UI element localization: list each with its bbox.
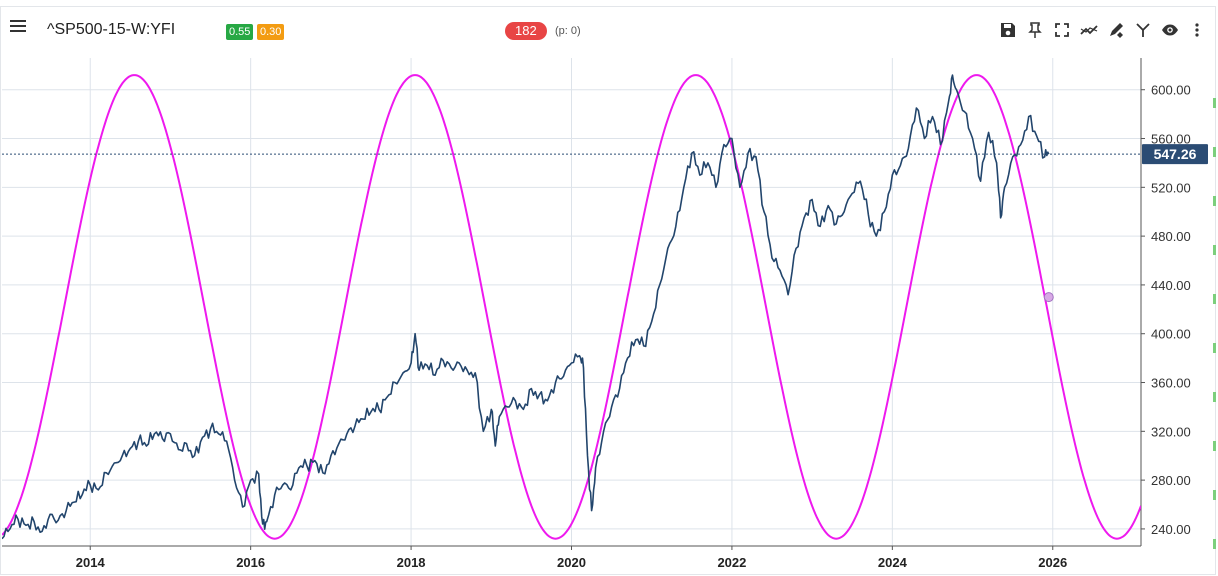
fork-icon[interactable]	[1134, 21, 1152, 39]
y-tick-label: 480.00	[1151, 229, 1191, 244]
chart-frame	[0, 6, 1216, 575]
right-edge-tick	[1213, 539, 1216, 549]
x-tick-label: 2026	[1038, 555, 1067, 570]
y-tick-label: 520.00	[1151, 180, 1191, 195]
p-info: (p: 0)	[555, 25, 581, 37]
right-edge-tick	[1213, 245, 1216, 255]
badge-green: 0.55	[226, 24, 254, 40]
y-tick-label: 400.00	[1151, 327, 1191, 342]
right-edge-tick	[1213, 196, 1216, 206]
last-price-label: 547.26	[1154, 146, 1197, 162]
price-series-line	[2, 74, 1050, 540]
x-tick-label: 2016	[236, 555, 265, 570]
x-tick-label: 2018	[397, 555, 426, 570]
y-tick-label: 440.00	[1151, 278, 1191, 293]
trendline-icon[interactable]	[1080, 21, 1098, 39]
more-vertical-icon[interactable]	[1188, 21, 1206, 39]
save-icon[interactable]	[999, 21, 1017, 39]
fullscreen-icon[interactable]	[1053, 21, 1071, 39]
toolbar	[999, 21, 1206, 39]
y-tick-label: 600.00	[1151, 83, 1191, 98]
hamburger-menu-icon[interactable]	[10, 20, 26, 34]
y-tick-label: 320.00	[1151, 424, 1191, 439]
right-edge-tick	[1213, 490, 1216, 500]
x-tick-label: 2022	[717, 555, 746, 570]
x-tick-label: 2014	[76, 555, 106, 570]
right-edge-tick	[1213, 343, 1216, 353]
right-edge-tick	[1213, 392, 1216, 402]
last-price-label-bg	[1142, 144, 1208, 165]
x-tick-label: 2020	[557, 555, 586, 570]
badge-orange: 0.30	[257, 24, 285, 40]
cycle-marker	[1043, 292, 1054, 303]
symbol-title: ^SP500-15-W:YFI	[47, 21, 176, 38]
draw-icon[interactable]	[1107, 21, 1125, 39]
cycle-series-line	[2, 74, 1141, 540]
y-tick-label: 560.00	[1151, 132, 1191, 147]
eye-icon[interactable]	[1161, 21, 1179, 39]
right-edge-tick	[1213, 441, 1216, 451]
pin-icon[interactable]	[1026, 21, 1044, 39]
right-edge-tick	[1213, 147, 1216, 157]
y-tick-label: 360.00	[1151, 376, 1191, 391]
y-tick-label: 280.00	[1151, 473, 1191, 488]
right-edge-tick	[1213, 294, 1216, 304]
y-tick-label: 240.00	[1151, 522, 1191, 537]
x-tick-label: 2024	[878, 555, 908, 570]
chart-header: ^SP500-15-W:YFI 0.55 0.30 182 (p: 0)	[0, 0, 1218, 58]
count-pill[interactable]: 182	[505, 22, 547, 40]
right-edge-tick	[1213, 98, 1216, 108]
